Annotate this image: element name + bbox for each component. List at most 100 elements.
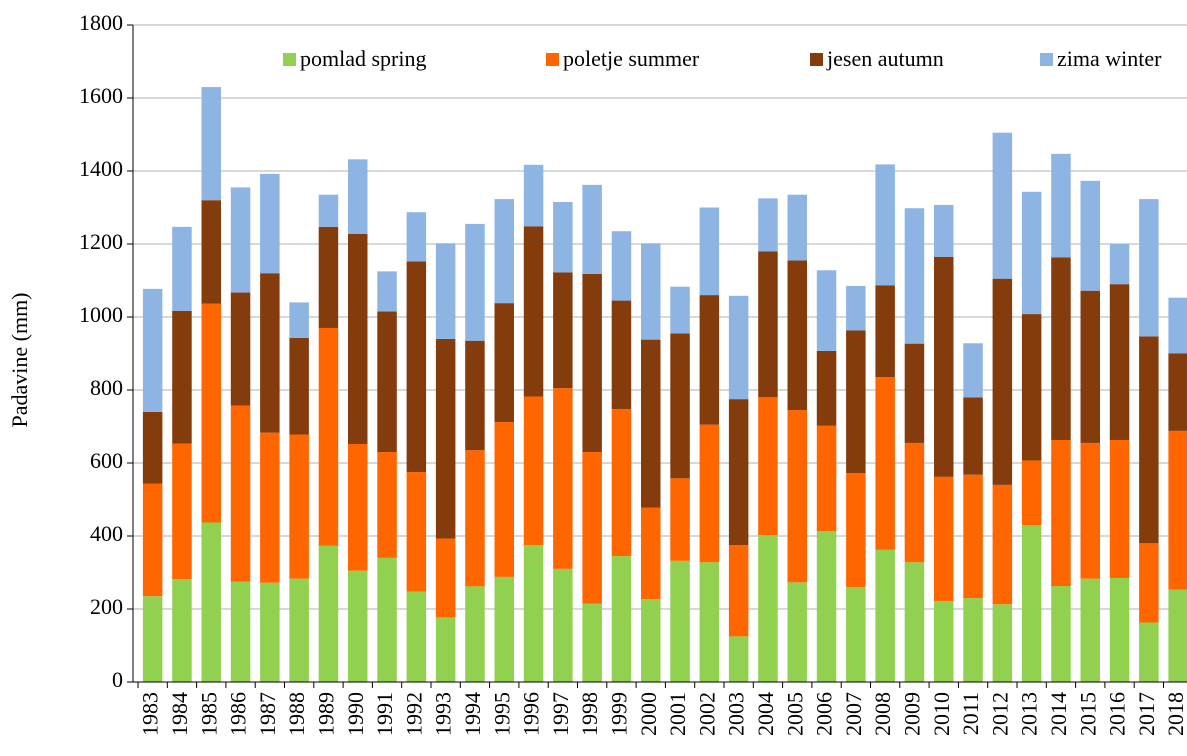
bar-segment [406,472,427,592]
bar-segment [1139,199,1159,337]
x-tick-label: 2015 [1075,692,1100,736]
x-tick-label: 1994 [460,692,485,736]
bar-segment [875,285,895,378]
bar-segment [348,444,368,571]
bar-segment [1109,577,1130,682]
y-tick-label: 800 [90,375,123,400]
bar-segment [963,343,983,398]
bar-segment [289,302,309,338]
bar-segment [1021,525,1042,682]
y-tick-label: 1600 [79,83,123,108]
x-tick-label: 1983 [138,692,163,736]
bar-segment [963,598,983,682]
y-tick-label: 1400 [79,156,123,181]
bar-segment [934,476,954,601]
bar-segment [318,226,339,328]
bar-segment [846,473,866,588]
bar-segment [904,442,925,563]
bar-segment [934,204,954,257]
legend-swatch [546,53,559,66]
bar-segment [348,570,368,682]
bar-segment [582,452,602,604]
x-tick-label: 2009 [899,692,924,736]
x-tick-label: 2003 [724,692,749,736]
bar-segment [758,535,778,682]
bar-segment [465,586,485,682]
bar-segment [699,295,720,425]
x-tick-label: 1987 [255,692,280,736]
x-tick-label: 1988 [284,692,309,736]
bar-segment [1139,622,1159,682]
x-tick-label: 1995 [489,692,514,736]
bar-segment [670,333,690,479]
bar-segment [494,303,514,423]
bar-segment [201,522,221,682]
bar-segment [260,432,280,583]
bar-segment [1021,314,1042,461]
bar-segment [611,300,632,409]
bar-segment [904,208,925,344]
x-tick-label: 2017 [1134,692,1159,736]
legend-swatch [810,53,823,66]
x-tick-label: 2002 [694,692,719,736]
x-tick-label: 2004 [753,692,778,736]
x-tick-label: 1997 [548,692,573,736]
bar-segment [1168,297,1187,354]
bar-segment [875,549,895,682]
bar-segment [230,187,251,293]
bar-segment [465,340,485,451]
bar-segment [523,396,544,546]
bar-segment [787,260,807,411]
bar-segment [406,591,427,682]
bar-segment [582,184,602,274]
bar-segment [992,278,1013,485]
bar-segment [816,531,837,682]
bar-segment [816,425,837,532]
bar-segment [728,295,749,400]
bar-segment [260,582,280,682]
bar-segment [553,272,573,389]
x-tick-label: 2014 [1046,692,1071,736]
bar-segment [201,87,221,201]
x-tick-label: 1985 [196,692,221,736]
y-tick-label: 1800 [79,10,123,35]
bar-segment [1168,430,1187,590]
bar-segment [1051,586,1071,682]
bar-segment [523,226,544,397]
bar-segment [787,194,807,261]
bar-segment [523,164,544,227]
x-tick-label: 1999 [606,692,631,736]
x-tick-label: 2013 [1017,692,1042,736]
bar-segment [992,132,1013,279]
bar-segment [728,545,749,637]
bar-segment [142,483,163,597]
x-tick-label: 1991 [372,692,397,736]
bar-segment [435,243,456,339]
bar-segment [465,450,485,587]
bar-segment [1080,180,1100,291]
bar-segment [611,408,632,557]
bar-segment [406,212,427,262]
bar-segment [377,452,397,558]
bar-segment [875,164,895,286]
y-tick-label: 1200 [79,229,123,254]
bar-segment [553,568,573,682]
bar-segment [553,388,573,569]
bar-segment [172,226,192,311]
bar-segment [230,581,251,682]
x-tick-label: 2016 [1105,692,1130,736]
bar-segment [553,202,573,273]
y-tick-label: 1000 [79,302,123,327]
bar-segment [172,310,192,444]
legend-label: poletje summer [563,46,700,71]
bar-segment [934,600,954,682]
bar-segment [260,273,280,433]
bar-segment [641,339,661,508]
legend-label: jesen autumn [826,46,944,71]
bar-segment [611,556,632,682]
legend-swatch [1040,53,1053,66]
bar-segment [172,443,192,580]
bar-segment [172,579,192,682]
bar-segment [816,270,837,351]
bar-segment [377,271,397,312]
